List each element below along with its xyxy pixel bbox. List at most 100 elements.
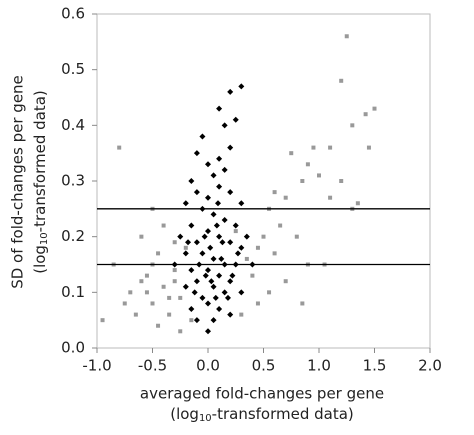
point [283,195,288,200]
point [210,211,217,218]
y-axis-label: (log10-transformed data) [31,90,51,274]
point [178,329,183,334]
point [193,278,200,285]
point [239,312,244,317]
point [199,133,206,140]
point [213,222,220,229]
x-tick-label: 1.5 [363,357,387,375]
point [182,283,189,290]
point [227,239,234,246]
point [122,301,127,306]
point [191,289,198,296]
point [366,145,371,150]
point [289,151,294,156]
point [317,173,321,178]
point [216,306,223,313]
point [255,301,260,306]
plot-frame [96,13,431,349]
point [227,311,234,318]
point [224,294,231,301]
point [238,289,245,296]
y-tick-label: 0.4 [61,116,85,134]
point [205,194,211,201]
point [243,233,250,240]
point [100,318,105,323]
point [202,272,209,279]
point [210,255,217,262]
point [182,250,189,257]
point [167,312,172,317]
point [216,272,223,279]
point [156,251,161,256]
point [311,145,316,150]
point [177,233,184,240]
point [238,200,245,207]
point [339,179,344,183]
point [199,250,206,257]
point [205,300,211,307]
y-tick-label: 0.6 [61,5,85,23]
point [167,295,172,300]
point [232,222,239,229]
point [188,306,195,313]
point [328,195,333,200]
point [188,222,195,229]
point [172,240,177,245]
label-subscript: 10 [39,232,50,245]
point [201,233,208,240]
point [193,317,200,324]
point [216,155,223,162]
point [255,245,260,250]
point [208,278,215,285]
point [232,116,239,123]
point [207,244,214,251]
point [214,200,221,207]
point [227,88,234,95]
point [205,267,211,274]
point [150,301,155,306]
point [272,190,277,195]
point [234,250,241,257]
point [233,229,238,234]
point [210,317,217,324]
point [133,312,138,317]
point [229,272,236,279]
point [221,289,228,296]
point [238,244,245,251]
point [178,295,183,300]
point [172,279,177,284]
y-tick-label: 0.1 [61,283,85,301]
point [227,189,234,196]
point [205,328,211,335]
y-tick-label: 0.0 [61,339,85,357]
point [283,279,288,284]
point [212,294,219,301]
x-tick-label: 1.0 [307,357,331,375]
point [193,189,200,196]
point [218,255,225,262]
x-axis-label: (log10-transformed data) [170,405,354,425]
point [189,318,194,323]
point [210,172,217,179]
point [294,234,299,239]
point [117,145,122,150]
y-tick-label: 0.5 [61,60,85,78]
point [221,122,228,129]
point [144,273,149,278]
point [244,256,249,261]
point [216,105,223,112]
point [219,239,226,246]
y-axis-label: SD of fold-changes per gene [9,75,27,289]
label-part: (log [170,405,199,423]
point [372,106,377,111]
point [128,290,133,295]
point [188,178,195,184]
point [193,239,200,246]
point [272,251,277,256]
point [156,323,161,328]
point [261,234,266,239]
point [238,83,245,90]
point [221,216,228,223]
point [199,294,206,301]
